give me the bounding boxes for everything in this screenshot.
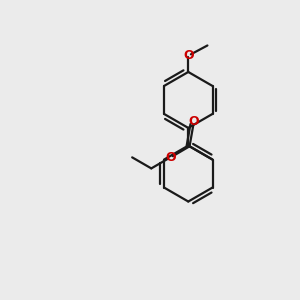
Text: O: O <box>183 49 194 62</box>
Text: O: O <box>165 151 176 164</box>
Text: O: O <box>188 115 199 128</box>
